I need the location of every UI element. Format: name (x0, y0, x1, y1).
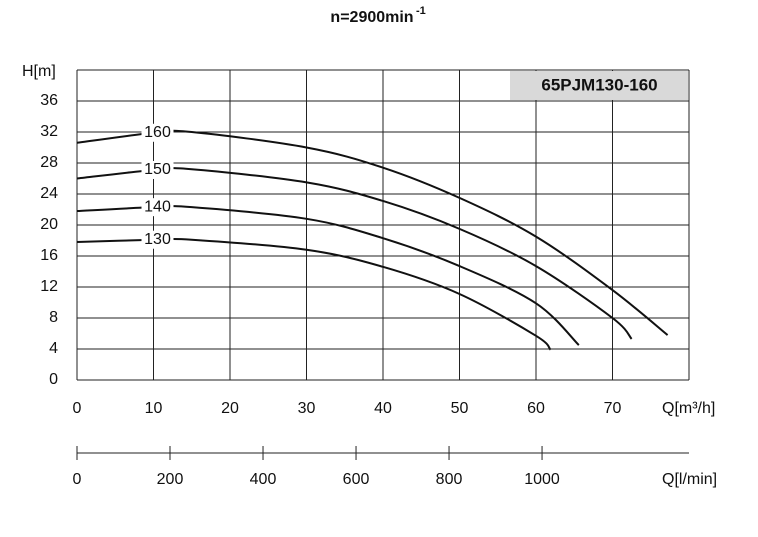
y-tick-label: 24 (40, 185, 58, 202)
x-tick-label: 0 (73, 400, 82, 417)
y-tick-label: 16 (40, 247, 58, 264)
x-tick-label: 40 (374, 400, 392, 417)
x2-tick-label: 800 (436, 471, 463, 488)
title-superscript: -1 (416, 5, 426, 17)
y-tick-label: 32 (40, 123, 58, 140)
x2-tick-label: 200 (157, 471, 184, 488)
y-tick-label: 12 (40, 278, 58, 295)
x-tick-label: 50 (451, 400, 469, 417)
curve (76, 205, 580, 346)
model-box (510, 71, 688, 100)
x-tick-label: 30 (298, 400, 316, 417)
x-tick-label: 10 (145, 400, 163, 417)
x2-axis-label: Q[l/min] (662, 471, 717, 488)
y-tick-label: 0 (49, 371, 58, 388)
legend-label: 150 (144, 161, 171, 178)
x2-tick-label: 400 (250, 471, 277, 488)
y-tick-label: 36 (40, 92, 58, 109)
x2-tick-label: 600 (343, 471, 370, 488)
x-tick-label: 70 (604, 400, 622, 417)
y-axis-label: H[m] (22, 63, 56, 80)
x-axis-label: Q[m³/h] (662, 400, 715, 417)
curve-label-bg (141, 198, 174, 217)
curve-label-bg (141, 230, 174, 249)
y-tick-label: 8 (49, 309, 58, 326)
legend-label: 140 (144, 198, 171, 215)
chart-title: n=2900min (330, 9, 413, 26)
x2-tick-label: 0 (73, 471, 82, 488)
model-label: 65PJM130-160 (541, 75, 657, 94)
y-tick-label: 28 (40, 154, 58, 171)
y-tick-label: 20 (40, 216, 58, 233)
curve-label-bg (141, 160, 174, 179)
legend-label: 160 (144, 124, 171, 141)
y-tick-label: 4 (49, 340, 58, 357)
x-tick-label: 20 (221, 400, 239, 417)
legend-label: 130 (144, 231, 171, 248)
x2-tick-label: 1000 (524, 471, 560, 488)
curve-label-bg (141, 123, 174, 142)
x-tick-label: 60 (527, 400, 545, 417)
